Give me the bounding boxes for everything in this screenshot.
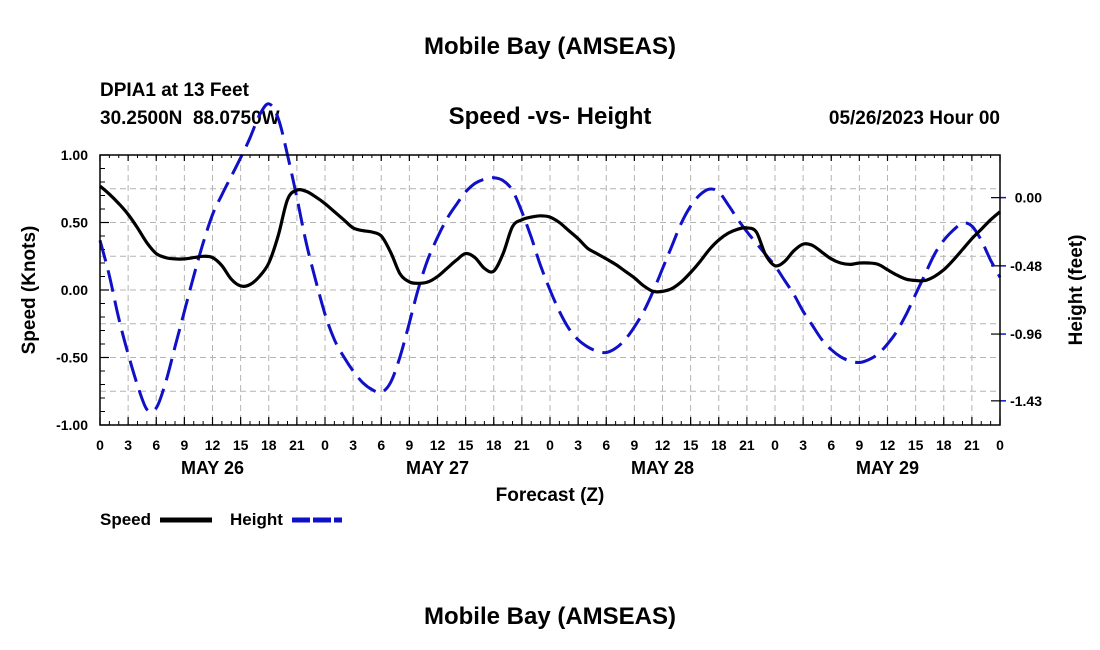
legend-label-speed: Speed <box>100 510 151 529</box>
series-line-height <box>98 102 1002 414</box>
x-tick-label: 3 <box>349 437 357 453</box>
x-tick-label: 21 <box>964 437 980 453</box>
chart-subtitle: Speed -vs- Height <box>449 103 652 130</box>
left-tick-label: 1.00 <box>61 147 88 163</box>
right-tick-label: 0.00 <box>1015 190 1042 206</box>
right-tick-labels: 0.00 -0.48 -0.96 -1.43 <box>991 190 1042 409</box>
x-tick-label: 15 <box>683 437 699 453</box>
x-tick-label: 12 <box>655 437 671 453</box>
legend: Speed Height <box>100 510 342 529</box>
x-tick-label: 0 <box>996 437 1004 453</box>
left-tick-label: -1.00 <box>56 417 88 433</box>
footer-title: Mobile Bay (AMSEAS) <box>424 603 676 630</box>
chart-title: Mobile Bay (AMSEAS) <box>424 33 676 60</box>
issued-datetime: 05/26/2023 Hour 00 <box>829 108 1000 129</box>
station-label: DPIA1 at 13 Feet <box>100 80 250 101</box>
series-line-speed <box>98 184 1002 294</box>
y-axis-left-label: Speed (Knots) <box>19 226 40 355</box>
x-tick-label: 12 <box>205 437 221 453</box>
grid-lines <box>100 155 1000 425</box>
x-tick-label: 9 <box>855 437 863 453</box>
x-tick-label: 15 <box>458 437 474 453</box>
x-tick-label: 18 <box>261 437 277 453</box>
day-label: MAY 29 <box>856 458 919 478</box>
x-axis-label: Forecast (Z) <box>496 485 605 506</box>
left-tick-labels: 1.00 0.50 0.00 -0.50 -1.00 <box>56 147 109 433</box>
x-tick-label: 6 <box>377 437 385 453</box>
x-tick-label: 3 <box>124 437 132 453</box>
x-tick-label: 0 <box>96 437 104 453</box>
x-tick-label: 9 <box>180 437 188 453</box>
plot-frame <box>99 154 1001 426</box>
x-tick-label: 3 <box>574 437 582 453</box>
x-tick-label: 21 <box>289 437 305 453</box>
right-tick-label: -0.48 <box>1010 258 1042 274</box>
x-tick-label: 21 <box>514 437 530 453</box>
coordinates-label: 30.2500N 88.0750W <box>100 108 280 129</box>
x-tick-label: 0 <box>321 437 329 453</box>
left-tick-label: 0.50 <box>61 215 88 231</box>
x-tick-label: 3 <box>799 437 807 453</box>
right-tick-label: -0.96 <box>1010 326 1042 342</box>
x-tick-label: 6 <box>152 437 160 453</box>
day-label: MAY 27 <box>406 458 469 478</box>
x-tick-label: 12 <box>880 437 896 453</box>
x-tick-label: 18 <box>936 437 952 453</box>
x-tick-label: 0 <box>771 437 779 453</box>
y-axis-right-label: Height (feet) <box>1066 235 1087 346</box>
legend-label-height: Height <box>230 510 283 529</box>
day-labels: MAY 26 MAY 27 MAY 28 MAY 29 <box>181 458 919 478</box>
right-tick-label: -1.43 <box>1010 393 1042 409</box>
x-tick-label: 12 <box>430 437 446 453</box>
day-label: MAY 26 <box>181 458 244 478</box>
x-tick-label: 9 <box>405 437 413 453</box>
x-tick-label: 0 <box>546 437 554 453</box>
x-tick-label: 18 <box>711 437 727 453</box>
x-tick-label: 21 <box>739 437 755 453</box>
left-tick-label: -0.50 <box>56 350 88 366</box>
x-tick-label: 9 <box>630 437 638 453</box>
x-tick-label: 6 <box>827 437 835 453</box>
x-tick-label: 15 <box>233 437 249 453</box>
left-tick-label: 0.00 <box>61 282 88 298</box>
x-tick-label: 15 <box>908 437 924 453</box>
day-label: MAY 28 <box>631 458 694 478</box>
x-tick-label: 18 <box>486 437 502 453</box>
x-tick-label: 6 <box>602 437 610 453</box>
